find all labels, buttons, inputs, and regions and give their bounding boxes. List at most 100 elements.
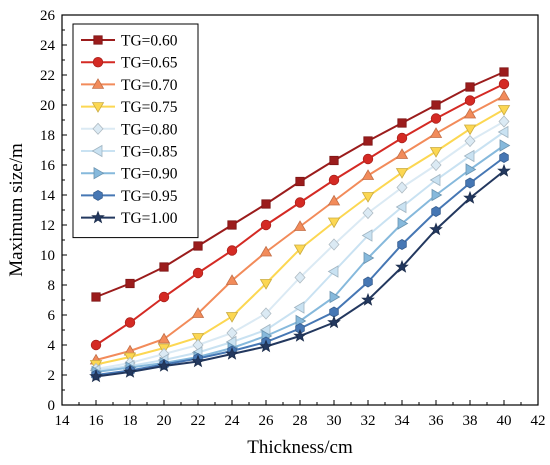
data-point	[429, 222, 443, 236]
data-point	[464, 95, 476, 106]
legend-marker	[91, 102, 105, 113]
data-point	[465, 163, 477, 176]
data-point	[294, 197, 306, 208]
data-point	[497, 105, 511, 116]
series-tg-1-00	[89, 163, 511, 383]
data-point	[431, 188, 443, 202]
data-point	[191, 354, 205, 368]
data-point	[498, 115, 510, 128]
data-point	[226, 245, 238, 256]
data-point	[89, 369, 103, 383]
legend-item: TG=0.75	[81, 99, 178, 116]
data-point	[293, 328, 307, 342]
data-point	[259, 339, 273, 353]
data-point	[327, 194, 341, 206]
data-point	[159, 262, 169, 272]
data-point	[395, 200, 407, 214]
data-point	[295, 176, 305, 187]
series-lines	[89, 67, 511, 383]
data-point	[293, 301, 305, 314]
data-point	[261, 199, 271, 209]
data-point	[363, 276, 373, 288]
x-tick-label: 18	[123, 413, 138, 429]
y-tick-label: 14	[40, 188, 56, 204]
legend-label: TG=0.70	[121, 77, 178, 94]
data-point	[294, 271, 306, 284]
data-point	[463, 124, 477, 136]
x-tick-label: 22	[191, 413, 206, 429]
data-point	[260, 219, 272, 231]
legend-item: TG=0.65	[81, 55, 178, 72]
data-point	[395, 168, 409, 179]
data-point	[362, 153, 374, 165]
data-point	[158, 291, 170, 303]
y-axis-title: Maximum size/m	[6, 143, 27, 277]
legend-item: TG=0.80	[81, 121, 178, 138]
data-point	[362, 206, 374, 220]
data-point	[397, 217, 409, 230]
data-point	[260, 307, 272, 320]
data-point	[463, 107, 477, 119]
data-point	[431, 206, 441, 217]
legend-item: TG=0.70	[81, 77, 178, 94]
legend-item: TG=0.90	[81, 166, 178, 183]
data-point	[327, 217, 341, 229]
data-point	[395, 259, 409, 273]
x-tick-label: 42	[531, 413, 546, 429]
legend-item: TG=1.00	[81, 210, 178, 227]
x-tick-label: 14	[55, 413, 71, 429]
data-point	[293, 220, 307, 231]
y-tick-label: 16	[40, 158, 56, 174]
legend-label: TG=0.90	[121, 166, 178, 183]
data-point	[498, 78, 510, 90]
y-tick-label: 24	[40, 38, 56, 54]
legend-marker	[93, 35, 103, 45]
legend-marker	[91, 78, 105, 89]
legend-label: TG=0.85	[121, 144, 178, 161]
x-tick-label: 40	[497, 413, 512, 429]
data-point	[328, 238, 340, 251]
data-point	[328, 174, 340, 186]
legend-item: TG=0.85	[81, 144, 178, 161]
data-point	[395, 148, 409, 159]
data-point	[225, 346, 239, 360]
data-point	[363, 251, 375, 265]
data-point	[124, 317, 136, 328]
data-point	[396, 132, 408, 144]
x-tick-label: 24	[225, 413, 241, 429]
legend-marker	[93, 167, 105, 180]
data-point	[429, 147, 443, 158]
data-point	[465, 177, 475, 189]
data-point	[227, 220, 237, 230]
data-point	[361, 229, 373, 242]
legend-label: TG=0.60	[121, 33, 178, 50]
data-point	[463, 190, 477, 204]
axis-ticks: 14 16 18 20 22 24 26 28 30 32 34 36 38 40 420246810121…	[40, 8, 546, 429]
data-point	[191, 333, 205, 344]
data-point	[329, 290, 341, 304]
data-point	[125, 278, 135, 289]
legend-marker	[92, 57, 104, 68]
legend-label: TG=0.65	[121, 55, 178, 72]
data-point	[191, 307, 205, 318]
x-axis-title: Thickness/cm	[247, 437, 353, 458]
data-point	[463, 149, 475, 163]
x-tick-label: 38	[463, 413, 478, 429]
data-point	[192, 267, 204, 279]
data-point	[429, 173, 441, 187]
series-tg-0-70	[89, 89, 511, 365]
x-tick-label: 28	[293, 413, 308, 429]
y-tick-label: 18	[40, 128, 55, 144]
data-point	[396, 181, 408, 194]
data-point	[361, 292, 375, 306]
data-point	[225, 312, 239, 323]
legend-marker	[93, 189, 103, 201]
data-point	[193, 241, 203, 251]
legend-label: TG=0.95	[121, 188, 178, 205]
y-tick-label: 4	[48, 338, 56, 354]
x-tick-label: 20	[157, 413, 172, 429]
y-tick-label: 20	[40, 98, 55, 114]
series-tg-0-60	[91, 67, 509, 302]
y-tick-label: 8	[48, 278, 56, 294]
x-tick-label: 36	[429, 413, 445, 429]
